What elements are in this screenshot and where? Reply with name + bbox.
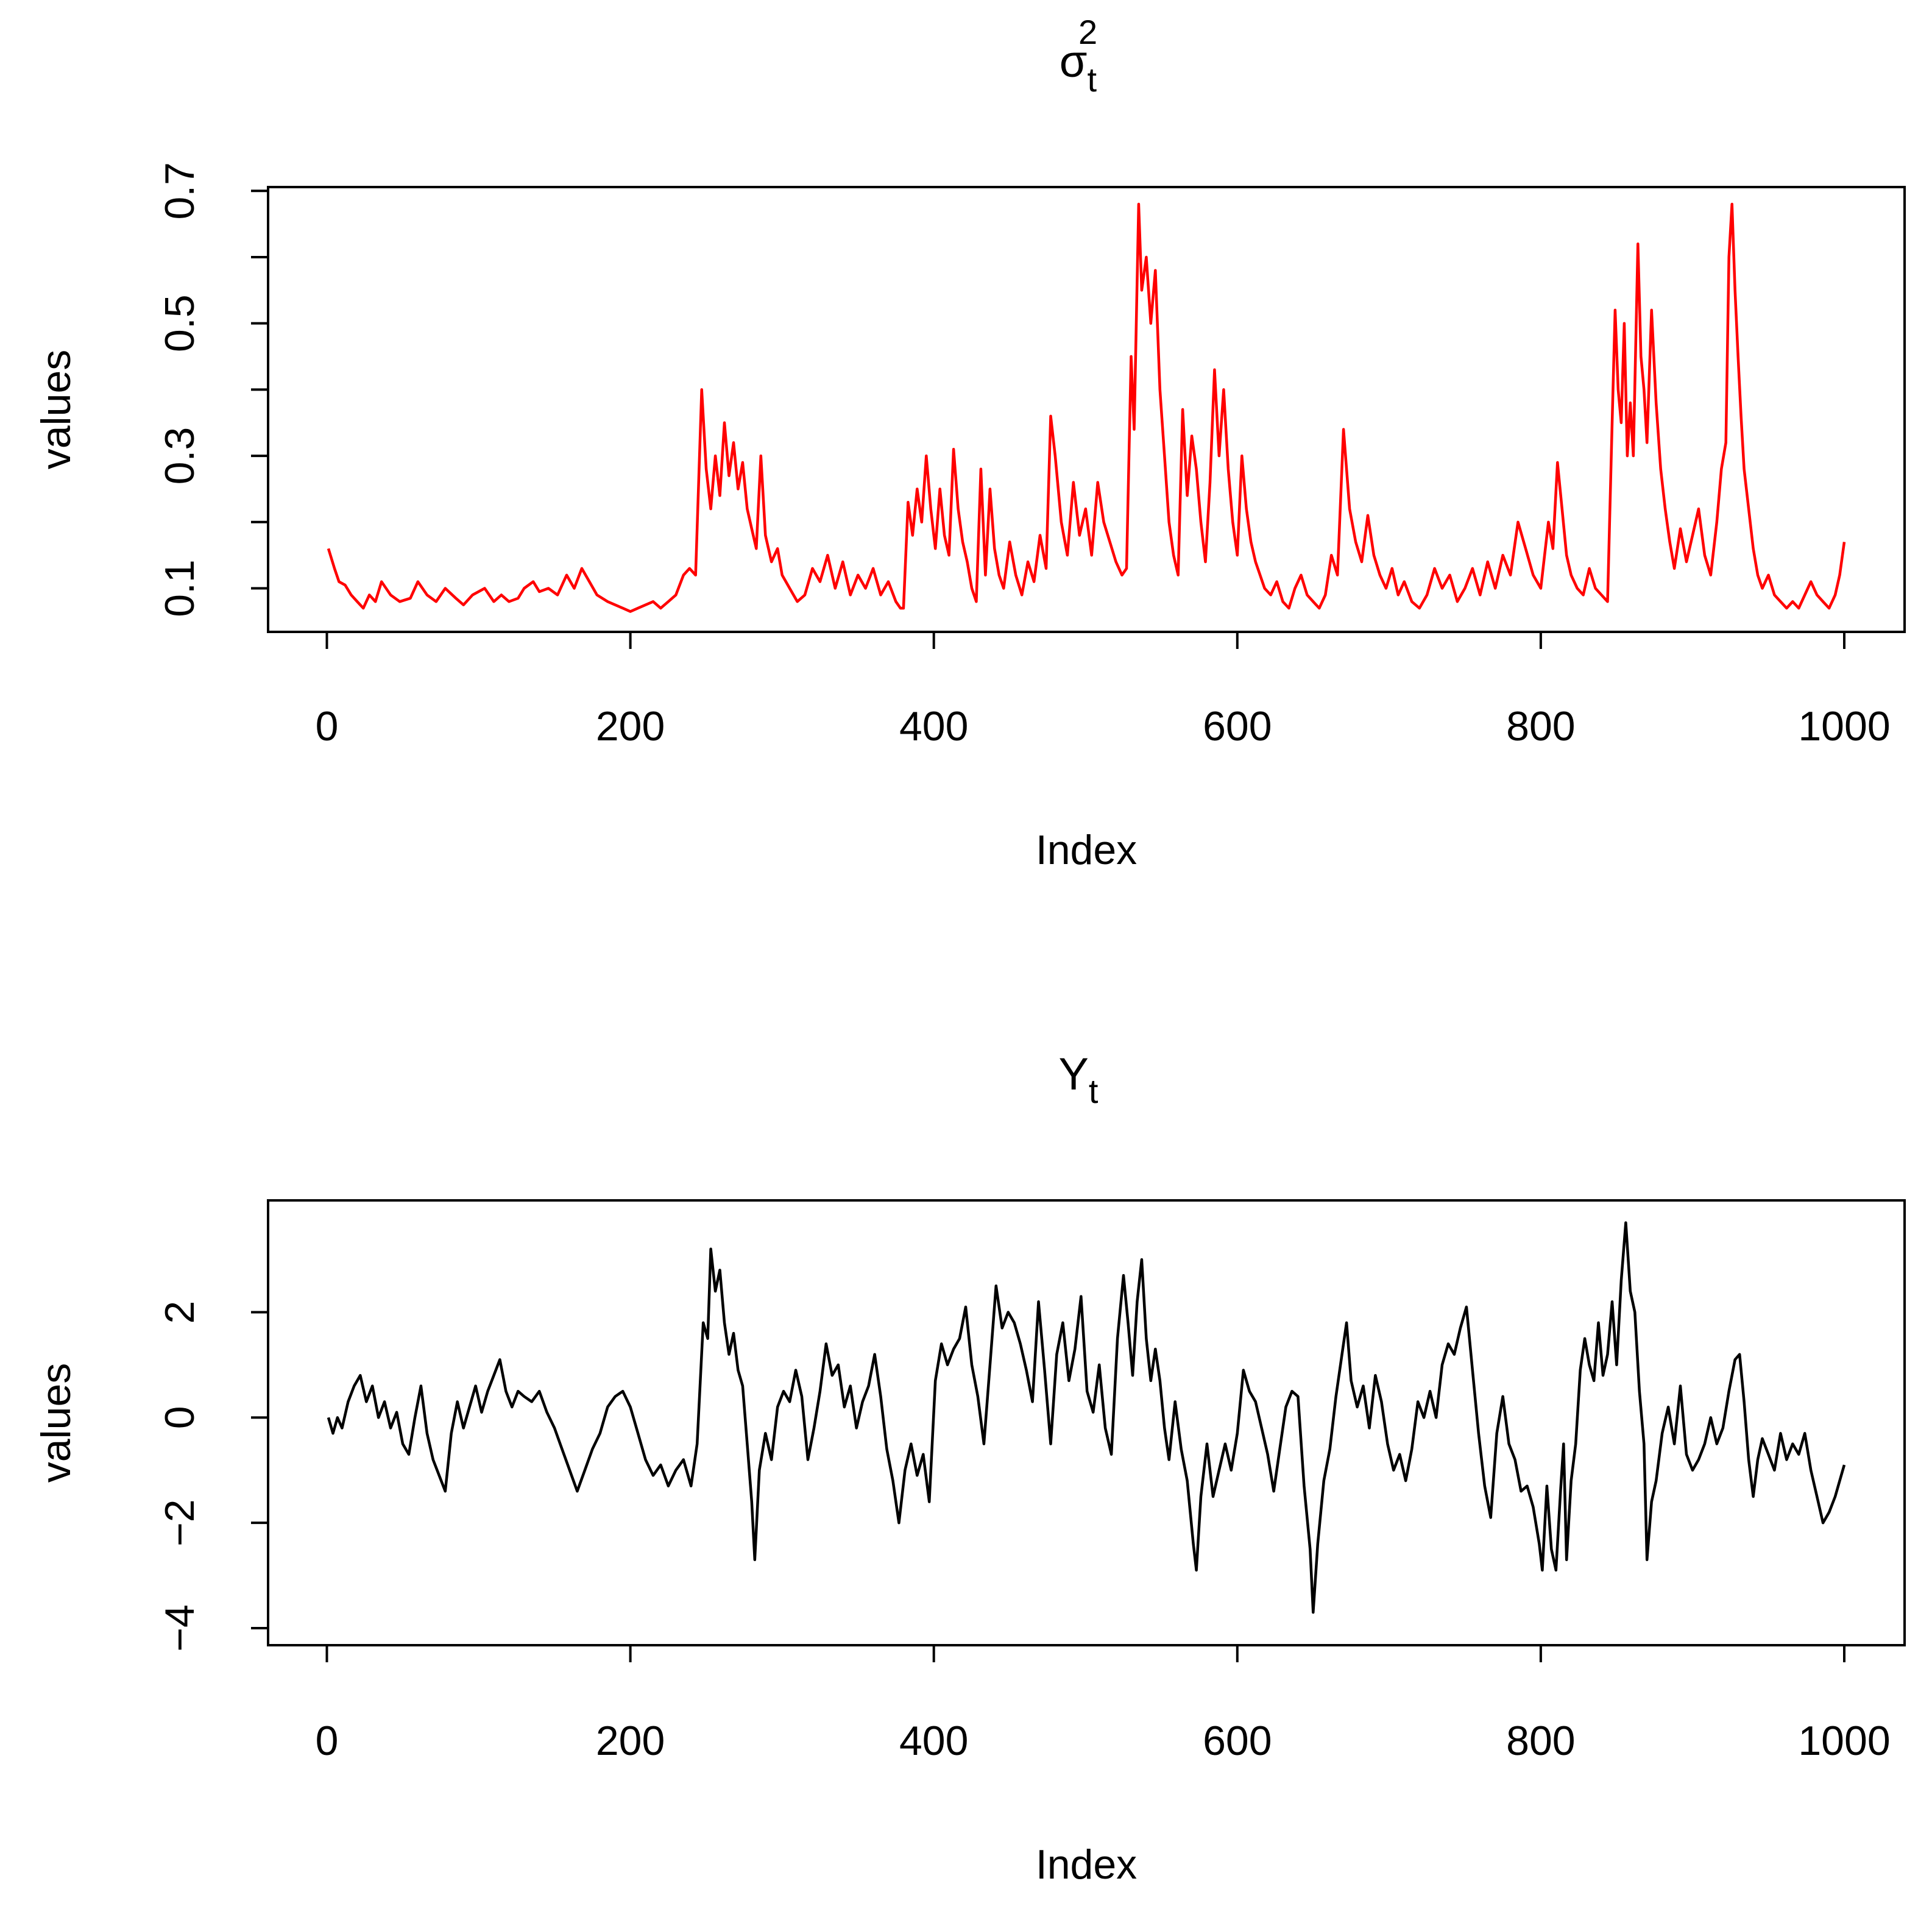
y-series-line [327,1221,1846,1614]
panel-y-y-tick-label: 2 [157,1301,203,1324]
panel-sigma-x-tick-label: 200 [596,703,665,749]
panel-y-x-tick-label: 1000 [1798,1718,1890,1764]
panel-y-x-tick-label: 200 [596,1718,665,1764]
panel-sigma-y-axis-label: values [33,350,79,470]
panel-sigma-x-axis: 0 200 400 600 800 1000 [316,631,1891,749]
panel-y-y-tick-label: −4 [157,1604,203,1652]
panel-sigma-y-tick-label: 0.3 [157,427,203,485]
panel-sigma-x-tick-label: 0 [316,703,339,749]
panel-sigma-title-base: σ [1060,36,1088,87]
panel-sigma-x-tick-label: 400 [899,703,968,749]
panel-y-x-tick-label: 0 [316,1718,339,1764]
panel-y-x-axis-label: Index [1036,1841,1137,1888]
panel-y-y-tick-label: −2 [157,1499,203,1546]
panel-sigma-title-sub: t [1087,60,1097,99]
panel-y-title-sub: t [1089,1072,1099,1110]
panel-sigma-y-axis: 0.1 0.3 0.5 0.7 [157,162,269,617]
panel-y-title-base: Y [1059,1049,1089,1099]
panel-y-y-axis-label: values [33,1363,79,1483]
panel-sigma-x-tick-label: 800 [1506,703,1575,749]
panel-sigma-title-sup: 2 [1078,13,1097,51]
panel-sigma-title: σt 2 [1060,13,1097,99]
panel-sigma: σt 2 0 200 400 600 800 1000 0.1 0.3 0.5 0.7 Index… [33,13,1906,873]
panel-y-title: Yt [1059,1049,1099,1110]
panel-sigma-x-axis-label: Index [1036,827,1137,873]
panel-sigma-y-tick-label: 0.5 [157,294,203,352]
panel-sigma-x-tick-label: 600 [1203,703,1272,749]
panel-y-y-axis: −4 −2 0 2 [157,1301,269,1652]
panel-y-x-tick-label: 800 [1506,1718,1575,1764]
panel-y-x-tick-label: 400 [899,1718,968,1764]
panel-y: Yt 0 200 400 600 800 1000 −4 −2 0 2 Index values [33,1049,1906,1888]
panel-y-x-tick-label: 600 [1203,1718,1272,1764]
panel-y-x-axis: 0 200 400 600 800 1000 [316,1644,1891,1764]
panel-sigma-y-tick-label: 0.7 [157,162,203,220]
panel-sigma-x-tick-label: 1000 [1798,703,1890,749]
panel-sigma-y-tick-label: 0.1 [157,559,203,617]
sigma-series-line [327,202,1846,613]
panel-y-y-tick-label: 0 [157,1406,203,1429]
